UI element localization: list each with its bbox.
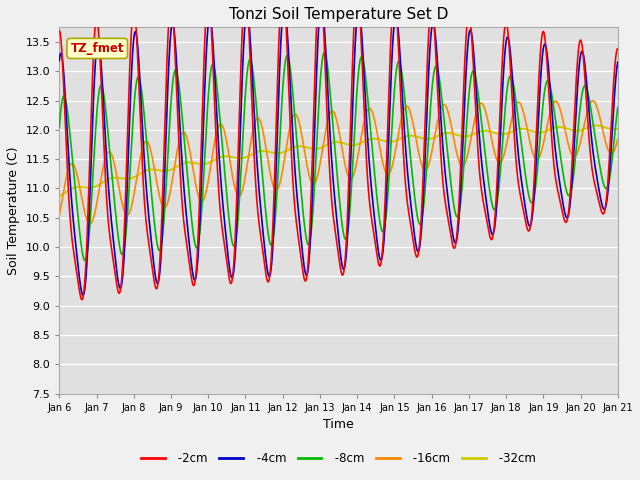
Title: Tonzi Soil Temperature Set D: Tonzi Soil Temperature Set D <box>229 7 448 22</box>
X-axis label: Time: Time <box>323 418 354 431</box>
Legend:  -2cm,  -4cm,  -8cm,  -16cm,  -32cm: -2cm, -4cm, -8cm, -16cm, -32cm <box>136 447 541 469</box>
Text: TZ_fmet: TZ_fmet <box>70 42 124 55</box>
Y-axis label: Soil Temperature (C): Soil Temperature (C) <box>7 146 20 275</box>
